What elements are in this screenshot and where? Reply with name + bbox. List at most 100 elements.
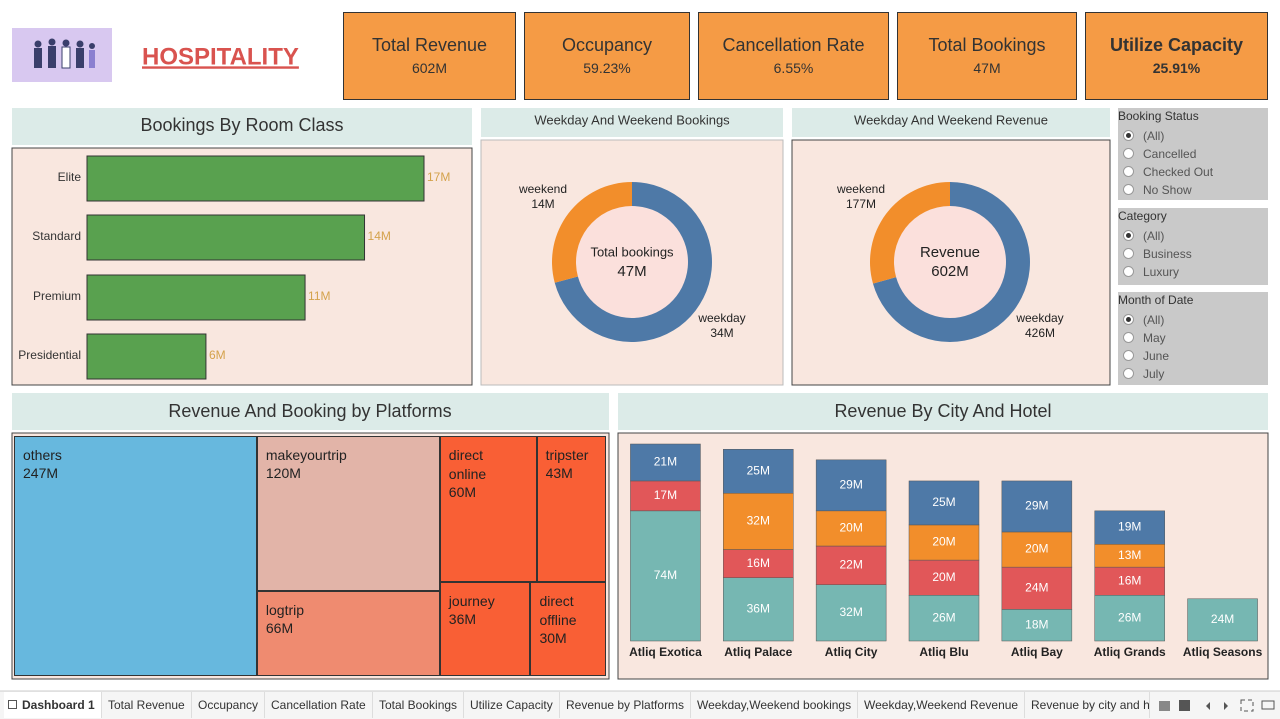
value-label: 32M bbox=[747, 514, 770, 528]
cell-label: logtrip bbox=[265, 601, 305, 618]
treemap-cell[interactable]: makeyourtrip 120M bbox=[256, 436, 440, 591]
tab-label: Occupancy bbox=[198, 698, 259, 712]
filter-panel: Booking Status (All) Cancelled Checked Out N… bbox=[1118, 108, 1268, 200]
radio-dot bbox=[1126, 133, 1131, 138]
bar-segment bbox=[908, 559, 980, 596]
tab[interactable]: Revenue by city and hote bbox=[1025, 692, 1150, 718]
tab[interactable]: Dashboard 1 bbox=[4, 692, 102, 718]
kpi-value: 25.91% bbox=[1152, 60, 1201, 76]
tab[interactable]: Weekday,Weekend bookings bbox=[691, 692, 859, 718]
treemap-cell[interactable]: journey 36M bbox=[439, 582, 531, 676]
filter-title: Month of Date bbox=[1118, 293, 1194, 307]
tab[interactable]: Revenue by Platforms bbox=[560, 692, 692, 718]
panel-header bbox=[792, 108, 1110, 137]
value-label: 16M bbox=[1118, 573, 1141, 587]
chart-title: Weekday And Weekend Bookings bbox=[534, 112, 730, 127]
category-label: Standard bbox=[32, 229, 81, 243]
value-label: 11M bbox=[308, 289, 330, 303]
tab[interactable]: Occupancy bbox=[192, 692, 266, 718]
value-label: 18M bbox=[1025, 617, 1048, 631]
value-label: 13M bbox=[1118, 548, 1141, 562]
radio[interactable] bbox=[1123, 166, 1134, 177]
filter-option[interactable]: May bbox=[1123, 330, 1263, 346]
cell-label: makeyourtrip bbox=[265, 447, 347, 463]
tab[interactable]: Total Bookings bbox=[373, 692, 465, 718]
filter-title: Category bbox=[1118, 209, 1167, 223]
treemap-cell[interactable]: direct online 60M bbox=[439, 436, 537, 583]
bar-segment bbox=[630, 443, 701, 482]
tab[interactable]: Total Revenue bbox=[102, 692, 192, 718]
tab[interactable]: Utilize Capacity bbox=[464, 692, 560, 718]
kpi-label: Total Bookings bbox=[928, 35, 1046, 55]
filter-option[interactable]: Luxury bbox=[1123, 264, 1263, 280]
radio[interactable] bbox=[1123, 368, 1134, 379]
treemap-cell[interactable]: logtrip 66M bbox=[256, 590, 440, 676]
filter-title: Booking Status bbox=[1118, 109, 1199, 123]
bar-segment bbox=[723, 549, 794, 578]
radio[interactable] bbox=[1123, 266, 1134, 277]
panel-header bbox=[12, 108, 472, 145]
category-label: Atliq Bay bbox=[1011, 645, 1063, 659]
donut-slice bbox=[872, 182, 1030, 343]
chart-title: Weekday And Weekend Revenue bbox=[854, 112, 1048, 127]
treemap-cell[interactable]: others 247M bbox=[14, 436, 257, 676]
bar-segment bbox=[815, 545, 887, 585]
category-label: Atliq Exotica bbox=[629, 645, 702, 659]
center-title: Total bookings bbox=[590, 244, 674, 259]
value-label: 20M bbox=[932, 570, 955, 584]
kpi-value: 6.55% bbox=[773, 60, 814, 76]
donut-slice bbox=[869, 182, 950, 284]
treemap-cell[interactable]: direct offline 30M bbox=[530, 582, 606, 676]
donut-center bbox=[894, 206, 1006, 318]
value-label: 32M bbox=[839, 605, 862, 619]
radio[interactable] bbox=[1123, 350, 1134, 361]
cell-value: 120M bbox=[265, 465, 301, 481]
treemap-cell[interactable]: tripster 43M bbox=[536, 436, 606, 583]
filter-option[interactable]: Business bbox=[1123, 246, 1263, 262]
tab-label: Total Revenue bbox=[108, 698, 185, 712]
value-label: 19M bbox=[1118, 520, 1141, 534]
filter-option[interactable]: No Show bbox=[1123, 182, 1263, 198]
slice-value: 34M bbox=[710, 326, 733, 340]
tab-label: Revenue by Platforms bbox=[566, 698, 685, 712]
category-label: Premium bbox=[33, 289, 81, 303]
panel-header bbox=[618, 393, 1268, 430]
cell-label: direct offline bbox=[539, 593, 577, 629]
panel-header bbox=[481, 108, 783, 137]
kpi-card: Total Revenue 602M bbox=[343, 12, 516, 100]
cell-label: direct online bbox=[448, 447, 487, 482]
radio[interactable] bbox=[1123, 332, 1134, 343]
filter-option[interactable]: (All) bbox=[1123, 312, 1263, 328]
center-value: 602M bbox=[931, 263, 969, 280]
option-label: Luxury bbox=[1143, 265, 1180, 279]
cell-label: journey bbox=[448, 593, 495, 610]
cell-label: tripster bbox=[545, 447, 589, 463]
radio[interactable] bbox=[1123, 248, 1134, 259]
tab-bar bbox=[0, 691, 1280, 719]
filter-option[interactable]: Checked Out bbox=[1123, 164, 1263, 180]
option-label: (All) bbox=[1143, 129, 1165, 143]
value-label: 74M bbox=[654, 568, 677, 582]
radio[interactable] bbox=[1123, 148, 1134, 159]
cell-value: 30M bbox=[539, 630, 567, 647]
option-label: May bbox=[1143, 331, 1166, 345]
center-value: 47M bbox=[617, 263, 646, 280]
bar bbox=[86, 333, 207, 380]
value-label: 26M bbox=[932, 610, 955, 624]
cell-value: 60M bbox=[448, 484, 477, 500]
bar-segment bbox=[815, 510, 887, 547]
filter-option[interactable]: June bbox=[1123, 348, 1263, 364]
tab[interactable]: Cancellation Rate bbox=[265, 692, 373, 718]
value-label: 22M bbox=[839, 558, 862, 572]
filter-option[interactable]: (All) bbox=[1123, 128, 1263, 144]
filter-option[interactable]: Cancelled bbox=[1123, 146, 1263, 162]
chart-title: Revenue By City And Hotel bbox=[834, 401, 1051, 421]
radio[interactable] bbox=[1123, 184, 1134, 195]
filter-option[interactable]: July bbox=[1123, 366, 1263, 382]
filter-option[interactable]: (All) bbox=[1123, 228, 1263, 244]
bar-segment bbox=[1001, 480, 1073, 533]
tab[interactable]: Weekday,Weekend Revenue bbox=[858, 692, 1026, 718]
value-label: 14M bbox=[368, 229, 391, 243]
slice-value: 177M bbox=[846, 197, 876, 211]
